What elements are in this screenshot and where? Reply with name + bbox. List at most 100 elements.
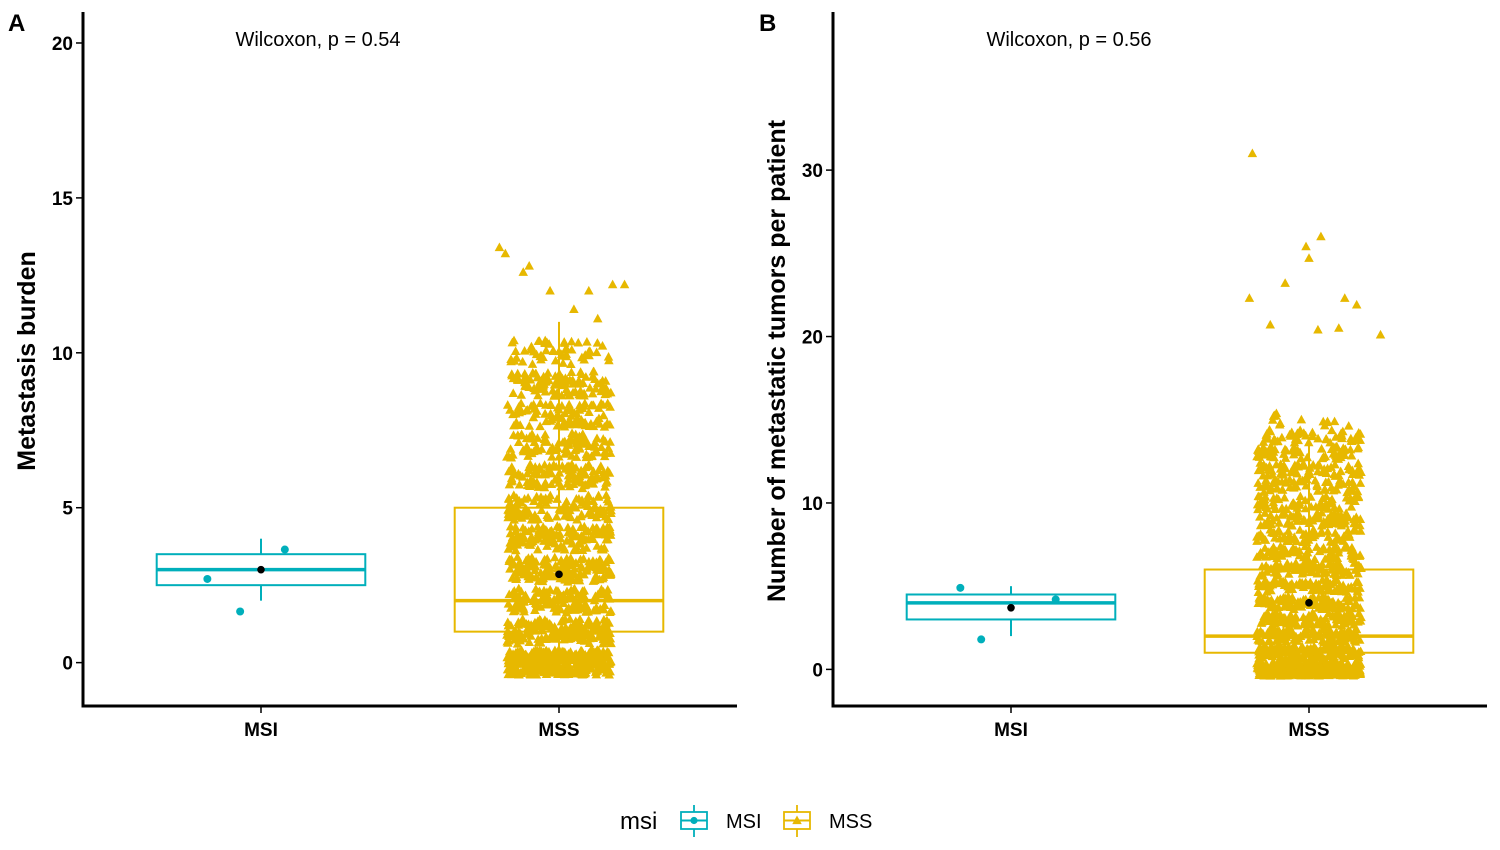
point-mss <box>1316 618 1327 627</box>
point-mss <box>562 556 573 566</box>
point-mss <box>1317 592 1327 602</box>
point-mss <box>1260 508 1270 517</box>
point-mss <box>510 625 520 635</box>
point-mss <box>1351 299 1362 309</box>
point-mss <box>526 401 536 410</box>
point-mss <box>600 470 611 480</box>
point-mss <box>1274 527 1285 536</box>
point-mss <box>1286 643 1297 653</box>
point-mss <box>504 494 514 503</box>
point-mss <box>604 355 614 365</box>
point-mss <box>524 465 535 475</box>
point-mss <box>1347 548 1357 557</box>
point-mss <box>588 561 598 571</box>
point-mss <box>507 573 518 582</box>
point-mss <box>1258 628 1268 638</box>
point-mss <box>1304 253 1314 262</box>
point-mss <box>570 544 580 553</box>
point-mss <box>1303 437 1314 447</box>
point-mss <box>1302 547 1313 557</box>
point-mss <box>1336 563 1347 572</box>
point-mss <box>1286 546 1296 556</box>
point-mss <box>538 522 548 531</box>
point-mss <box>1317 467 1328 477</box>
point-mss <box>1331 628 1342 638</box>
point-mss <box>550 552 560 562</box>
point-mss <box>1260 478 1271 488</box>
y-tick-label: 15 <box>52 189 74 210</box>
point-mss <box>518 523 528 532</box>
point-mss <box>581 566 592 575</box>
point-mss <box>561 536 572 545</box>
point-mss <box>1289 565 1300 574</box>
point-mss <box>568 499 579 509</box>
point-mss <box>533 390 543 400</box>
point-mss <box>580 462 591 472</box>
point-mss <box>1253 465 1264 475</box>
point-mss <box>572 475 582 484</box>
point-mss <box>1313 579 1324 589</box>
point-mss <box>1316 231 1326 241</box>
point-mss <box>540 409 550 418</box>
point-mss <box>558 647 569 656</box>
point-mss <box>542 541 552 550</box>
point-mss <box>546 468 557 478</box>
point-mss <box>603 534 613 544</box>
point-mss <box>554 478 564 487</box>
point-mss <box>1277 432 1287 442</box>
point-mss <box>555 669 566 678</box>
point-mss <box>553 473 564 482</box>
y-tick-label: 10 <box>52 344 73 365</box>
point-mss <box>1343 659 1353 668</box>
point-mss <box>595 651 605 660</box>
point-mss <box>1329 603 1340 613</box>
point-mss <box>525 481 535 491</box>
point-mss <box>542 510 552 520</box>
point-mss <box>1316 443 1327 453</box>
y-tick-label: 30 <box>802 161 823 182</box>
point-mss <box>552 521 563 531</box>
point-mss <box>1306 492 1316 501</box>
point-mss <box>564 653 575 663</box>
point-mss <box>531 442 542 451</box>
point-mss <box>590 501 600 510</box>
axes-b: 0 10 20 30 MSI MSS <box>802 12 1487 741</box>
point-mss <box>1325 626 1336 635</box>
point-mss <box>601 667 611 677</box>
point-mss <box>524 261 534 270</box>
point-mss <box>569 563 580 573</box>
point-mss <box>1291 501 1301 510</box>
point-mss <box>1338 670 1348 680</box>
point-mss <box>1302 452 1312 462</box>
point-mss <box>1347 542 1357 552</box>
point-mss <box>1275 617 1286 627</box>
point-mss <box>1279 492 1290 502</box>
point-mss <box>1329 502 1340 512</box>
point-mss <box>571 452 582 461</box>
point-mss <box>510 346 521 355</box>
point-mss <box>1276 504 1287 513</box>
point-mss <box>1306 501 1316 511</box>
point-mss <box>600 436 611 446</box>
point-mss <box>1276 631 1287 641</box>
point-mss <box>1307 427 1318 437</box>
point-mss <box>1257 569 1268 578</box>
point-mss <box>565 481 575 491</box>
point-mss <box>528 412 539 422</box>
point-mss <box>1273 570 1283 580</box>
point-mss <box>597 564 607 573</box>
point-mss <box>536 505 547 515</box>
point-mss <box>1355 603 1365 612</box>
point-mss <box>508 388 518 397</box>
point-mss <box>505 444 516 453</box>
point-mss <box>554 412 564 422</box>
point-mss <box>518 267 528 276</box>
point-mss <box>1256 592 1266 601</box>
point-mss <box>549 379 560 389</box>
point-mss <box>1345 493 1356 502</box>
point-mss <box>595 656 606 666</box>
point-mss <box>1355 615 1366 625</box>
point-mss <box>582 336 592 346</box>
point-mss <box>551 543 562 553</box>
